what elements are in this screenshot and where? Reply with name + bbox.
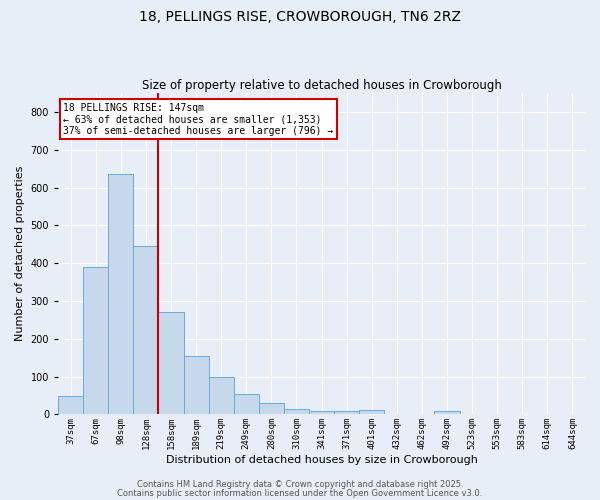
Bar [234,394,259,414]
Title: Size of property relative to detached houses in Crowborough: Size of property relative to detached ho… [142,79,502,92]
Text: 18 PELLINGS RISE: 147sqm
← 63% of detached houses are smaller (1,353)
37% of sem: 18 PELLINGS RISE: 147sqm ← 63% of detach… [64,103,334,136]
Bar [108,174,133,414]
Bar [334,412,359,414]
Bar [133,246,158,414]
Bar [309,410,334,414]
Bar [158,312,184,414]
Bar [209,376,234,414]
Bar [434,412,460,414]
Y-axis label: Number of detached properties: Number of detached properties [15,166,25,342]
Bar [58,396,83,414]
Text: 18, PELLINGS RISE, CROWBOROUGH, TN6 2RZ: 18, PELLINGS RISE, CROWBOROUGH, TN6 2RZ [139,10,461,24]
Bar [83,267,108,414]
Text: Contains public sector information licensed under the Open Government Licence v3: Contains public sector information licen… [118,488,482,498]
Text: Contains HM Land Registry data © Crown copyright and database right 2025.: Contains HM Land Registry data © Crown c… [137,480,463,489]
Bar [284,408,309,414]
Bar [259,403,284,414]
Bar [359,410,384,414]
X-axis label: Distribution of detached houses by size in Crowborough: Distribution of detached houses by size … [166,455,478,465]
Bar [184,356,209,414]
